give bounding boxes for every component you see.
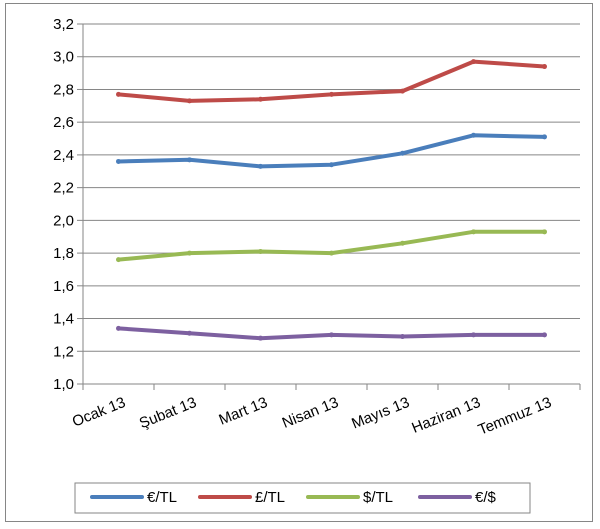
data-point: [400, 240, 405, 246]
x-tick-label: Nisan 13: [280, 394, 341, 432]
data-point: [258, 163, 263, 169]
data-point: [400, 150, 405, 156]
x-tick-label: Şubat 13: [137, 394, 199, 432]
data-point: [329, 91, 334, 97]
data-point: [329, 250, 334, 256]
legend-label: $/TL: [363, 489, 393, 506]
y-tick-label: 3,2: [53, 16, 74, 33]
data-point: [542, 229, 547, 235]
y-tick-label: 2,6: [53, 114, 74, 131]
data-point: [471, 59, 476, 65]
data-point: [542, 64, 547, 70]
y-tick-label: 1,6: [53, 278, 74, 295]
data-point: [329, 332, 334, 338]
data-point: [258, 248, 263, 254]
x-tick-label: Haziran 13: [409, 394, 483, 437]
series-line: [116, 133, 547, 169]
y-tick-label: 1,0: [53, 376, 74, 393]
data-point: [116, 257, 121, 263]
data-point: [187, 157, 192, 163]
y-tick-label: 1,4: [53, 311, 74, 328]
x-tick-label: Mart 13: [216, 394, 270, 429]
data-point: [471, 132, 476, 138]
data-point: [329, 162, 334, 168]
data-point: [116, 325, 121, 331]
data-point: [542, 332, 547, 338]
data-point: [116, 158, 121, 164]
data-point: [471, 229, 476, 235]
y-tick-label: 1,8: [53, 245, 74, 262]
data-point: [187, 330, 192, 336]
x-tick-label: Ocak 13: [70, 394, 128, 431]
x-tick-label: Mayıs 13: [349, 394, 412, 433]
data-point: [258, 335, 263, 341]
data-point: [471, 332, 476, 338]
legend-label: £/TL: [255, 489, 285, 506]
legend-label: €/TL: [147, 489, 177, 506]
y-tick-label: 2,8: [53, 81, 74, 98]
data-point: [400, 88, 405, 94]
data-point: [116, 91, 121, 97]
y-tick-label: 1,2: [53, 343, 74, 360]
data-point: [542, 134, 547, 140]
legend-label: €/$: [475, 489, 497, 506]
y-tick-label: 2,2: [53, 180, 74, 197]
data-point: [400, 334, 405, 340]
x-tick-label: Temmuz 13: [476, 394, 554, 439]
data-point: [187, 98, 192, 104]
data-point: [258, 96, 263, 102]
y-tick-label: 3,0: [53, 49, 74, 66]
y-tick-label: 2,0: [53, 212, 74, 229]
data-point: [187, 250, 192, 256]
y-tick-label: 2,4: [53, 147, 74, 164]
